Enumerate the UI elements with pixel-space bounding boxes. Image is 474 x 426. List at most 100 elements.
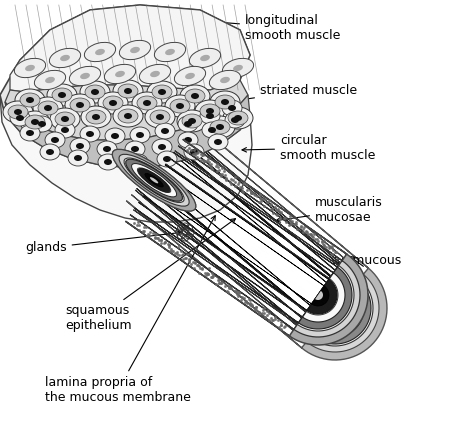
Ellipse shape (118, 84, 138, 98)
Ellipse shape (191, 93, 199, 99)
Polygon shape (143, 164, 338, 315)
Ellipse shape (124, 113, 132, 119)
Ellipse shape (132, 92, 162, 114)
Ellipse shape (119, 154, 189, 206)
Text: muscularis
mucosae: muscularis mucosae (276, 196, 383, 224)
Ellipse shape (234, 115, 242, 121)
Ellipse shape (177, 110, 207, 132)
Ellipse shape (134, 159, 142, 165)
Text: circular
smooth muscle: circular smooth muscle (242, 134, 375, 162)
Text: longitudinal
smooth muscle: longitudinal smooth muscle (169, 14, 340, 42)
Ellipse shape (20, 93, 40, 107)
Ellipse shape (137, 168, 171, 193)
Ellipse shape (46, 149, 54, 155)
Ellipse shape (158, 89, 166, 95)
Ellipse shape (155, 42, 186, 62)
Ellipse shape (25, 65, 35, 71)
Ellipse shape (221, 99, 229, 105)
Text: striated muscle: striated muscle (209, 83, 357, 106)
Ellipse shape (145, 106, 175, 128)
Ellipse shape (156, 114, 164, 120)
Ellipse shape (195, 100, 225, 122)
Ellipse shape (208, 127, 216, 133)
Ellipse shape (38, 121, 46, 127)
Ellipse shape (205, 116, 235, 138)
Ellipse shape (228, 105, 236, 111)
Ellipse shape (210, 70, 241, 89)
Ellipse shape (61, 116, 69, 122)
Ellipse shape (185, 89, 205, 103)
Ellipse shape (98, 92, 128, 114)
Ellipse shape (14, 58, 46, 78)
Text: lamina propria of
the mucous membrane: lamina propria of the mucous membrane (45, 216, 215, 404)
Ellipse shape (70, 138, 90, 154)
Ellipse shape (178, 132, 198, 148)
Ellipse shape (132, 164, 177, 197)
Ellipse shape (25, 115, 45, 129)
Ellipse shape (210, 91, 240, 113)
Ellipse shape (233, 65, 243, 71)
Ellipse shape (137, 96, 157, 110)
Ellipse shape (119, 154, 189, 206)
Polygon shape (151, 150, 349, 322)
Ellipse shape (228, 111, 248, 125)
Ellipse shape (145, 173, 163, 187)
Ellipse shape (112, 150, 196, 211)
Ellipse shape (165, 49, 175, 55)
Ellipse shape (74, 155, 82, 161)
Polygon shape (135, 132, 373, 346)
Ellipse shape (76, 102, 84, 108)
Ellipse shape (150, 177, 158, 183)
Ellipse shape (86, 131, 94, 137)
Ellipse shape (109, 100, 117, 106)
Text: submucous
coat: submucous coat (330, 254, 401, 282)
Ellipse shape (126, 159, 182, 201)
Ellipse shape (20, 111, 50, 133)
Ellipse shape (132, 164, 177, 197)
Ellipse shape (10, 110, 30, 126)
Ellipse shape (222, 100, 242, 116)
Ellipse shape (47, 84, 77, 106)
Ellipse shape (31, 119, 39, 125)
Ellipse shape (200, 108, 220, 124)
Ellipse shape (26, 97, 34, 103)
Ellipse shape (33, 97, 63, 119)
Ellipse shape (130, 127, 150, 143)
Polygon shape (126, 121, 387, 360)
Ellipse shape (103, 146, 111, 152)
Ellipse shape (80, 73, 90, 79)
Ellipse shape (200, 104, 220, 118)
Ellipse shape (214, 139, 222, 145)
Ellipse shape (190, 149, 198, 155)
Ellipse shape (80, 126, 100, 142)
Ellipse shape (124, 158, 184, 202)
Ellipse shape (97, 141, 117, 157)
Polygon shape (126, 139, 368, 345)
Ellipse shape (125, 141, 145, 157)
Ellipse shape (103, 96, 123, 110)
Ellipse shape (216, 124, 224, 130)
Ellipse shape (60, 55, 70, 61)
Ellipse shape (223, 107, 253, 129)
Ellipse shape (70, 98, 90, 112)
Ellipse shape (150, 177, 158, 183)
Polygon shape (134, 151, 354, 331)
Ellipse shape (111, 133, 119, 139)
Ellipse shape (51, 137, 59, 143)
Ellipse shape (147, 81, 177, 103)
Ellipse shape (152, 85, 172, 99)
Ellipse shape (124, 158, 184, 202)
Ellipse shape (126, 159, 182, 201)
Ellipse shape (20, 125, 40, 141)
Polygon shape (148, 171, 329, 306)
Ellipse shape (38, 101, 58, 115)
Ellipse shape (231, 117, 239, 123)
Ellipse shape (124, 158, 184, 202)
Ellipse shape (184, 144, 204, 160)
Ellipse shape (174, 66, 206, 86)
Ellipse shape (44, 105, 52, 111)
Ellipse shape (14, 109, 22, 115)
Ellipse shape (184, 137, 192, 143)
Ellipse shape (182, 114, 202, 128)
Polygon shape (5, 80, 248, 140)
